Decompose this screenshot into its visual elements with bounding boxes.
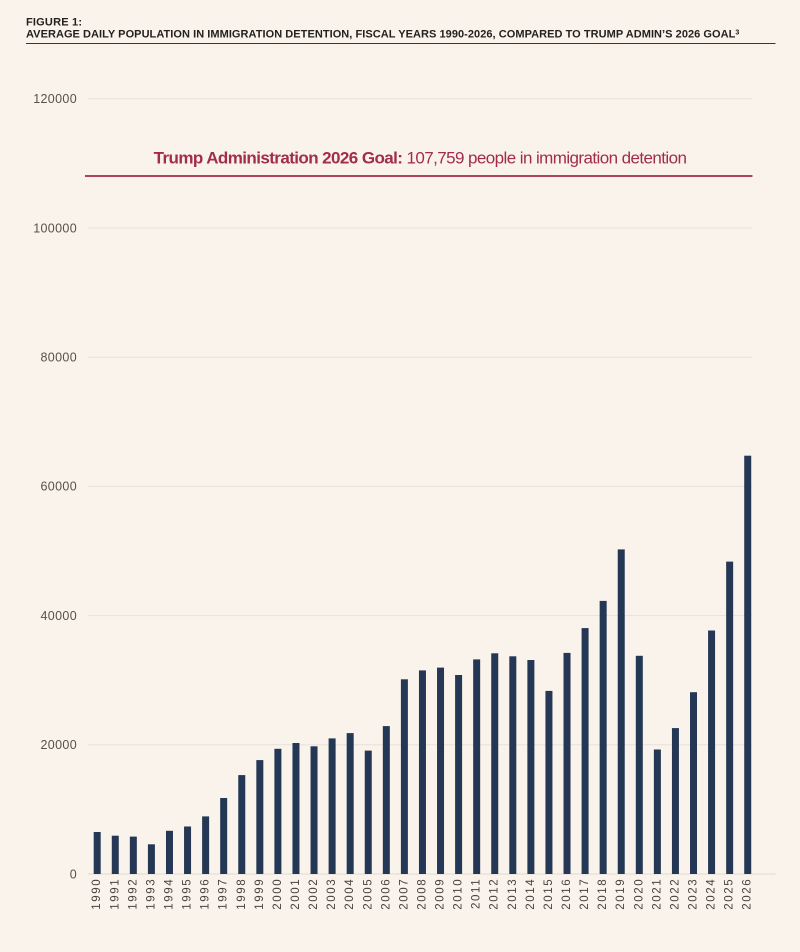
svg-text:2020: 2020 bbox=[633, 878, 645, 910]
svg-text:AVERAGE DAILY POPULATION IN IM: AVERAGE DAILY POPULATION IN IMMIGRATION … bbox=[26, 29, 739, 41]
svg-text:2018: 2018 bbox=[597, 878, 609, 910]
svg-text:2019: 2019 bbox=[615, 878, 627, 910]
svg-text:2017: 2017 bbox=[579, 878, 591, 910]
svg-text:2014: 2014 bbox=[525, 878, 537, 910]
svg-text:2009: 2009 bbox=[435, 878, 447, 910]
svg-text:2025: 2025 bbox=[724, 878, 736, 910]
svg-text:20000: 20000 bbox=[40, 738, 77, 752]
svg-text:2005: 2005 bbox=[362, 878, 374, 910]
svg-text:Trump Administration 2026 Goal: Trump Administration 2026 Goal: 107,759 … bbox=[154, 149, 687, 168]
svg-text:1991: 1991 bbox=[109, 878, 121, 910]
svg-text:0: 0 bbox=[70, 867, 77, 881]
svg-text:80000: 80000 bbox=[40, 351, 77, 365]
svg-text:1993: 1993 bbox=[145, 878, 157, 910]
svg-text:2026: 2026 bbox=[742, 878, 754, 910]
svg-text:1995: 1995 bbox=[182, 878, 194, 910]
svg-text:2004: 2004 bbox=[344, 878, 356, 910]
svg-text:2021: 2021 bbox=[651, 878, 663, 910]
svg-text:60000: 60000 bbox=[40, 480, 77, 494]
svg-text:1996: 1996 bbox=[200, 878, 212, 910]
svg-text:2010: 2010 bbox=[453, 878, 465, 910]
svg-text:40000: 40000 bbox=[40, 609, 77, 623]
svg-text:2016: 2016 bbox=[561, 878, 573, 910]
svg-text:2006: 2006 bbox=[380, 878, 392, 910]
svg-text:2013: 2013 bbox=[507, 878, 519, 910]
svg-text:FIGURE 1:: FIGURE 1: bbox=[26, 17, 82, 29]
svg-text:2003: 2003 bbox=[326, 878, 338, 910]
svg-text:1998: 1998 bbox=[236, 878, 248, 910]
svg-text:2002: 2002 bbox=[308, 878, 320, 910]
svg-text:2001: 2001 bbox=[290, 878, 302, 910]
svg-text:2008: 2008 bbox=[416, 878, 428, 910]
svg-text:2022: 2022 bbox=[669, 878, 681, 910]
svg-text:120000: 120000 bbox=[33, 92, 77, 106]
svg-text:2011: 2011 bbox=[471, 878, 483, 909]
svg-text:1997: 1997 bbox=[218, 878, 230, 910]
svg-text:2012: 2012 bbox=[489, 878, 501, 910]
svg-text:2000: 2000 bbox=[272, 878, 284, 910]
svg-text:2024: 2024 bbox=[706, 878, 718, 910]
svg-text:1999: 1999 bbox=[254, 878, 266, 910]
svg-text:1992: 1992 bbox=[127, 878, 139, 910]
svg-text:100000: 100000 bbox=[33, 221, 77, 235]
svg-text:2007: 2007 bbox=[398, 878, 410, 910]
svg-text:2023: 2023 bbox=[688, 878, 700, 910]
svg-text:1990: 1990 bbox=[91, 878, 103, 910]
svg-text:2015: 2015 bbox=[543, 878, 555, 910]
svg-text:1994: 1994 bbox=[163, 878, 175, 910]
